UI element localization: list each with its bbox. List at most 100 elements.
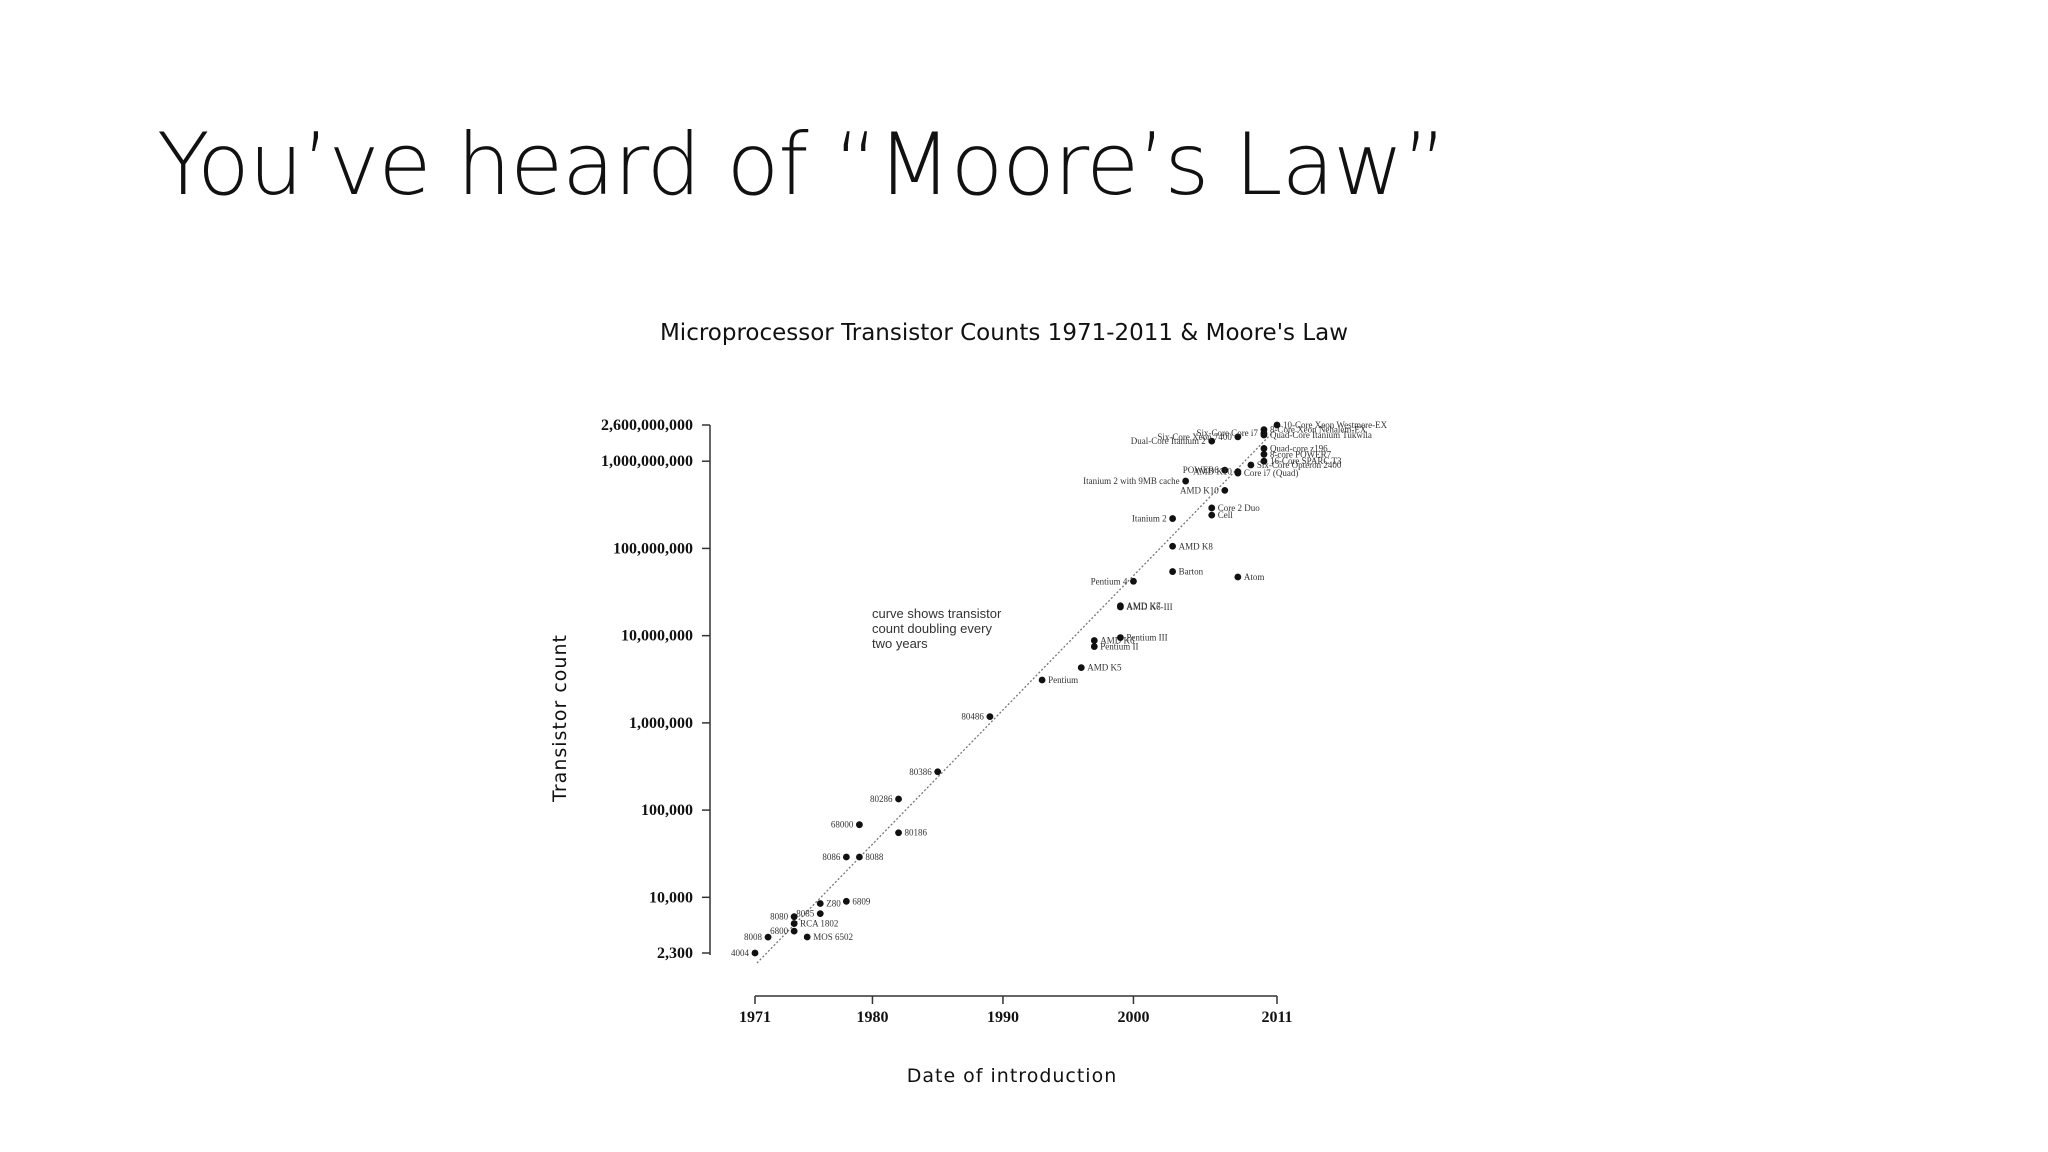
y-tick-label: 1,000,000 [629, 715, 693, 732]
y-tick-label: 2,600,000,000 [601, 417, 693, 434]
point-label: AMD K7 [1126, 601, 1161, 611]
trend-annotation: curve shows transistor count doubling eve… [872, 606, 1002, 651]
data-point [790, 913, 798, 921]
point-label: Pentium III [1126, 633, 1167, 643]
point-label: Six-Core Xeon 7400 [1157, 432, 1232, 442]
y-tick-label: 10,000,000 [621, 628, 693, 645]
y-tick-label: 10,000 [649, 889, 693, 906]
point-label: 16-Core SPARC T3 [1270, 456, 1342, 466]
point-label: 6809 [852, 896, 871, 906]
data-point [895, 829, 902, 837]
point-label: Pentium [1048, 675, 1078, 685]
data-point [1208, 437, 1216, 445]
data-point [1038, 676, 1046, 684]
data-point [842, 897, 850, 905]
point-label: 4004 [731, 948, 750, 958]
point-label: RCA 1802 [800, 919, 838, 929]
y-tick-label: 100,000,000 [613, 540, 693, 557]
data-point [751, 949, 759, 957]
point-label: POWER6 [1183, 465, 1220, 475]
y-axis-title: Transistor count [549, 634, 571, 803]
data-point [1169, 542, 1176, 550]
x-tick-label: 1990 [987, 1009, 1019, 1026]
data-point [1273, 421, 1281, 429]
x-axis-title: Date of introduction [907, 1065, 1118, 1087]
point-label: Atom [1244, 572, 1265, 582]
data-point [1234, 433, 1242, 441]
point-label: AMD K10 [1180, 485, 1219, 495]
data-point [1077, 664, 1085, 672]
data-point [1234, 468, 1242, 476]
point-label: AMD K8 [1179, 541, 1214, 551]
data-point [1090, 637, 1098, 644]
x-ticks: 1971 1980 1990 2000 2011 [739, 996, 1293, 1026]
data-point [895, 795, 902, 803]
point-label: AMD K6 [1100, 635, 1135, 645]
data-point [1169, 515, 1176, 522]
y-tick-label: 2,300 [657, 945, 693, 962]
point-label: MOS 6502 [813, 932, 853, 942]
data-point [1260, 431, 1268, 439]
data-point [1221, 466, 1229, 474]
point-label: Pentium 4 [1091, 576, 1128, 586]
point-label: AMD K6-III [1126, 602, 1172, 612]
data-point [1260, 457, 1268, 465]
data-point [1247, 461, 1255, 469]
data-point [1260, 445, 1268, 452]
point-label: Pentium II [1100, 642, 1138, 652]
data-point [1117, 602, 1124, 610]
point-label: Cell [1218, 510, 1233, 520]
point-label: 80486 [961, 712, 984, 722]
data-point [1260, 426, 1268, 434]
annotation-line: count doubling every [872, 621, 992, 636]
data-point [1117, 634, 1124, 641]
data-point [986, 713, 994, 721]
point-label: Dual-Core Itanium 2 [1131, 436, 1206, 446]
point-label: Core i7 (Quad) [1244, 468, 1298, 478]
slide-title: You’ve heard of “Moore’s Law” [157, 115, 1447, 215]
point-label: AMD K5 [1087, 663, 1122, 673]
data-point [1090, 643, 1098, 650]
data-point [1208, 504, 1216, 512]
data-point [842, 853, 850, 861]
data-point [790, 927, 798, 935]
point-label: Quad-Core Itanium Tukwila [1270, 430, 1372, 440]
data-point [1169, 568, 1176, 575]
point-label: 68000 [831, 820, 854, 830]
annotation-line: two years [872, 636, 928, 651]
point-label: 8085 [796, 909, 815, 919]
point-label: AMD K10 [1193, 467, 1232, 477]
point-label: Barton [1179, 567, 1204, 577]
data-point [856, 821, 863, 829]
point-label: Six-Core Core i7 [1196, 428, 1258, 438]
point-label: 8-core POWER7 [1270, 449, 1332, 459]
x-tick-label: 2011 [1261, 1009, 1292, 1026]
data-point [816, 910, 824, 918]
point-label: 8-Core Xeon Nehalem-EX [1270, 425, 1367, 435]
data-point [1234, 573, 1242, 581]
point-label: Z80 [826, 898, 841, 908]
point-label: Itanium 2 with 9MB cache [1083, 476, 1179, 486]
point-label: 80286 [870, 794, 893, 804]
data-point [856, 853, 863, 861]
y-ticks: 2,300 10,000 100,000 1,000,000 10,000,000 100… [601, 417, 710, 962]
x-tick-label: 1971 [739, 1009, 771, 1026]
x-tick-label: 1980 [856, 1009, 888, 1026]
data-point [1221, 486, 1229, 494]
point-label: Itanium 2 [1132, 514, 1167, 524]
point-label: 6800 [770, 926, 789, 936]
point-label: 8008 [744, 932, 763, 942]
data-point [934, 768, 942, 776]
data-points: 4004 8008 8080 RCA 1802 MOS 6502 8085 6800 Z80 6… [731, 420, 1388, 958]
annotation-line: curve shows transistor [872, 606, 1002, 621]
y-tick-label: 1,000,000,000 [601, 453, 693, 470]
point-label: 10-Core Xeon Westmere-EX [1283, 420, 1388, 430]
data-point [1130, 577, 1137, 585]
point-label: Quad-core z196 [1270, 443, 1328, 453]
y-tick-label: 100,000 [641, 802, 693, 819]
point-label: 8088 [865, 852, 884, 862]
data-point [1182, 477, 1190, 485]
data-point [790, 920, 798, 927]
point-label: Six-Core Opteron 2400 [1257, 460, 1342, 470]
